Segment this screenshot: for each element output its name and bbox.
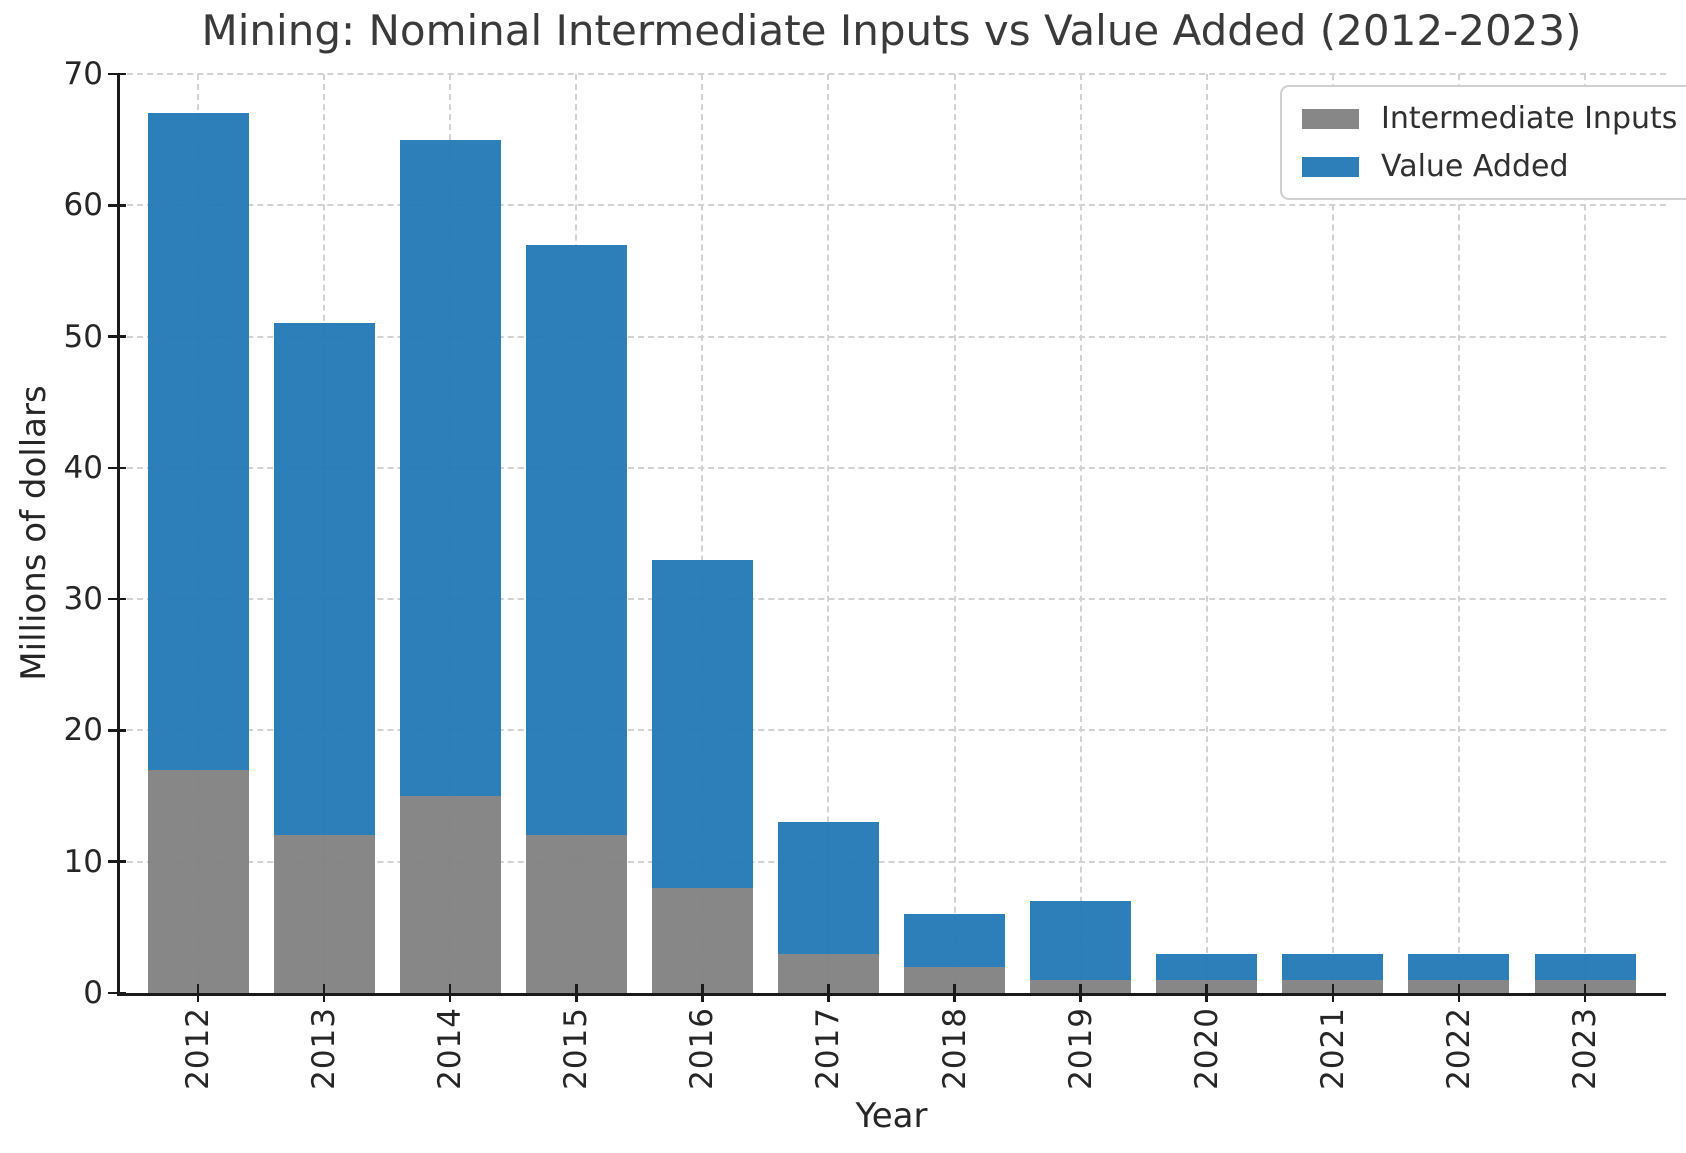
intermediate-inputs-swatch-icon: [1302, 108, 1359, 129]
gridline-h-40: [117, 466, 1666, 469]
y-tick-mark-10: [108, 860, 126, 863]
y-tick-label-20: 20: [63, 712, 103, 749]
x-tick-label-2023: 2023: [1567, 1007, 1603, 1090]
bar-2012-value-added: [147, 113, 249, 770]
gridline-v-2023: [1584, 74, 1586, 993]
y-axis-title: Millions of dollars: [14, 385, 54, 681]
bar-2017-value-added: [777, 822, 879, 954]
y-tick-mark-50: [108, 335, 126, 338]
x-tick-label-2016: 2016: [684, 1007, 721, 1090]
bar-2016-value-added: [651, 559, 753, 888]
bar-2022-value-added: [1408, 953, 1510, 980]
gridline-h-10: [117, 860, 1666, 863]
gridline-v-2018: [953, 74, 956, 993]
x-tick-mark-2023: [1583, 984, 1587, 1002]
x-axis-title: Year: [855, 1096, 928, 1136]
x-tick-mark-2015: [575, 984, 578, 1002]
plot-area: [117, 73, 1666, 996]
bar-2023-value-added: [1534, 953, 1636, 980]
legend-label: Value Added: [1381, 149, 1569, 184]
x-tick-label-2013: 2013: [306, 1007, 343, 1090]
x-tick-label-2019: 2019: [1062, 1007, 1099, 1090]
gridline-v-2016: [701, 74, 704, 993]
gridline-v-2017: [827, 74, 830, 993]
x-tick-label-2014: 2014: [432, 1007, 469, 1090]
bar-2016-intermediate-inputs: [651, 887, 753, 993]
x-tick-mark-2018: [953, 984, 956, 1002]
bar-2021-value-added: [1282, 953, 1384, 980]
y-tick-mark-60: [108, 204, 126, 207]
bar-2013-intermediate-inputs: [273, 835, 375, 993]
y-tick-label-30: 30: [63, 581, 103, 618]
y-tick-label-50: 50: [63, 318, 103, 355]
y-tick-mark-70: [108, 72, 126, 76]
y-tick-mark-30: [108, 597, 126, 601]
gridline-h-20: [117, 729, 1666, 732]
y-tick-label-0: 0: [83, 975, 103, 1011]
gridline-v-2019: [1079, 74, 1082, 993]
y-tick-label-10: 10: [63, 843, 103, 880]
y-tick-mark-40: [108, 466, 126, 470]
legend-item-intermediate-inputs: Intermediate Inputs: [1302, 101, 1677, 136]
legend-label: Intermediate Inputs: [1381, 101, 1678, 136]
x-tick-mark-2017: [827, 984, 830, 1002]
legend-item-value-added: Value Added: [1302, 149, 1677, 184]
bar-2019-value-added: [1030, 901, 1132, 980]
y-tick-mark-0: [108, 991, 126, 995]
y-axis-spine: [117, 74, 120, 993]
gridline-v-2021: [1331, 74, 1334, 993]
bar-2012-intermediate-inputs: [147, 769, 249, 993]
x-tick-label-2020: 2020: [1188, 1007, 1225, 1090]
chart-title: Mining: Nominal Intermediate Inputs vs V…: [201, 6, 1582, 55]
bar-2014-intermediate-inputs: [399, 796, 501, 993]
x-tick-mark-2016: [701, 984, 704, 1002]
x-tick-label-2012: 2012: [180, 1007, 216, 1090]
gridline-h-70: [117, 73, 1666, 75]
bar-2014-value-added: [399, 139, 501, 797]
bar-2015-value-added: [525, 244, 627, 836]
x-tick-label-2018: 2018: [936, 1007, 973, 1090]
y-tick-mark-20: [108, 729, 126, 732]
value-added-swatch-icon: [1302, 156, 1359, 177]
x-axis-spine: [117, 993, 1666, 996]
gridline-h-60: [117, 204, 1666, 207]
gridline-v-2022: [1457, 74, 1460, 993]
y-tick-label-60: 60: [63, 187, 103, 224]
x-tick-mark-2012: [196, 984, 200, 1002]
x-tick-mark-2021: [1331, 984, 1335, 1002]
x-tick-mark-2013: [322, 984, 326, 1002]
x-tick-mark-2019: [1079, 984, 1082, 1002]
bar-2018-value-added: [904, 914, 1006, 967]
x-tick-mark-2014: [448, 984, 452, 1002]
bar-2013-value-added: [273, 323, 375, 836]
x-tick-label-2022: 2022: [1440, 1007, 1477, 1090]
gridline-v-2020: [1205, 74, 1208, 993]
gridline-h-30: [117, 598, 1666, 601]
y-tick-label-70: 70: [63, 56, 103, 92]
bar-2020-value-added: [1156, 953, 1258, 980]
x-tick-mark-2022: [1457, 984, 1461, 1002]
gridline-h-50: [117, 335, 1666, 338]
x-tick-label-2015: 2015: [558, 1007, 595, 1090]
bar-2015-intermediate-inputs: [525, 835, 627, 993]
x-tick-label-2021: 2021: [1314, 1007, 1351, 1090]
y-tick-label-40: 40: [63, 449, 103, 486]
x-tick-mark-2020: [1205, 984, 1208, 1002]
legend: Intermediate Inputs Value Added: [1280, 85, 1686, 200]
x-tick-label-2017: 2017: [810, 1007, 847, 1090]
